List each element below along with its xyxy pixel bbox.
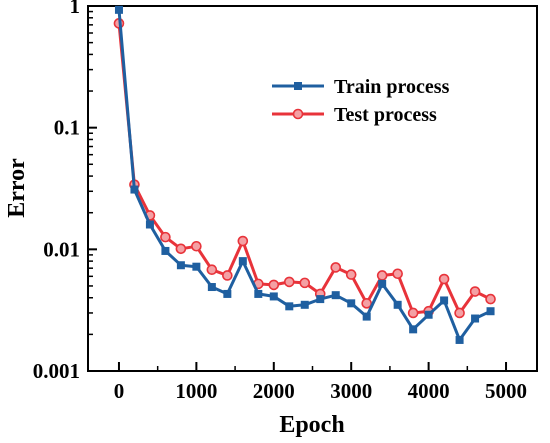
data-point (130, 185, 139, 194)
data-point (114, 5, 123, 14)
x-tick-label: 0 (114, 379, 125, 403)
y-tick-label: 0.1 (54, 116, 80, 140)
data-point (268, 279, 280, 291)
legend-label: Test process (334, 104, 437, 126)
data-point (454, 307, 465, 319)
data-point (161, 246, 170, 255)
y-tick-label: 0.01 (43, 237, 80, 261)
data-point (269, 292, 278, 301)
data-point (409, 325, 418, 334)
data-point (299, 277, 311, 289)
data-point (392, 268, 403, 280)
data-point (393, 300, 402, 309)
series-train (114, 5, 495, 344)
legend-label: Train process (334, 76, 450, 98)
data-point (407, 307, 419, 319)
data-point (285, 302, 294, 311)
series-line (117, 23, 492, 315)
data-point (145, 220, 154, 229)
data-point (376, 270, 388, 281)
y-axis-title: Error (4, 158, 30, 218)
x-tick-label: 1000 (175, 379, 217, 403)
data-point (378, 279, 387, 288)
data-point (469, 286, 481, 297)
data-point (176, 261, 185, 270)
data-point (191, 240, 202, 252)
x-tick-label: 2000 (253, 379, 295, 403)
data-point (361, 298, 372, 309)
data-point (160, 231, 171, 243)
data-point (283, 276, 295, 288)
series-test (113, 18, 496, 319)
data-point (330, 262, 342, 273)
data-point (347, 299, 356, 308)
data-point (471, 314, 480, 323)
legend-marker (292, 108, 304, 120)
series-line (117, 9, 492, 342)
x-axis-title: Epoch (279, 412, 344, 438)
data-point (207, 283, 216, 292)
data-point (192, 262, 201, 271)
data-point (222, 270, 233, 281)
data-point (455, 335, 464, 344)
x-tick-label: 4000 (408, 379, 450, 403)
data-point (316, 295, 325, 304)
x-tick-label: 5000 (485, 379, 527, 403)
legend-marker (294, 82, 302, 90)
legend: Train process Test process (272, 76, 450, 126)
data-point (345, 269, 357, 280)
data-point (238, 257, 247, 266)
data-point (362, 312, 371, 321)
data-point (175, 243, 187, 255)
data-point (237, 235, 249, 247)
y-tick-label: 0.001 (33, 359, 80, 383)
x-tick-label: 3000 (330, 379, 372, 403)
data-point (300, 300, 309, 309)
data-point (440, 296, 449, 305)
data-point (331, 291, 340, 300)
data-point (438, 273, 450, 285)
plot-frame (87, 5, 538, 372)
data-point (424, 310, 433, 319)
data-point (254, 289, 263, 298)
y-tick-label: 1 (70, 0, 81, 18)
data-point (223, 289, 232, 298)
data-point (486, 307, 495, 316)
data-point (206, 264, 218, 276)
data-point (485, 293, 496, 305)
